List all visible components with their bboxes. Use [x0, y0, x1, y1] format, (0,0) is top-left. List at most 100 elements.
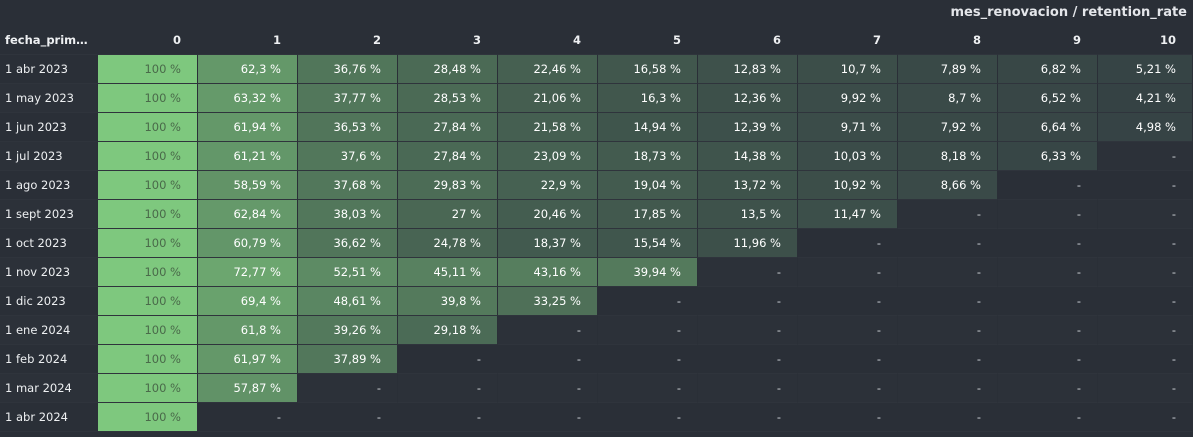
heatmap-cell[interactable]: - [998, 200, 1098, 229]
heatmap-cell[interactable]: 27,84 % [398, 113, 498, 142]
heatmap-cell[interactable]: 13,5 % [698, 200, 798, 229]
heatmap-cell[interactable]: 7,92 % [898, 113, 998, 142]
heatmap-cell[interactable]: - [898, 374, 998, 403]
heatmap-cell[interactable]: - [898, 345, 998, 374]
column-header-2[interactable]: 2 [298, 26, 398, 55]
heatmap-cell[interactable]: 7,89 % [898, 55, 998, 84]
heatmap-cell[interactable]: 28,48 % [398, 55, 498, 84]
heatmap-cell[interactable]: 100 % [98, 403, 198, 432]
heatmap-cell[interactable]: - [898, 287, 998, 316]
heatmap-cell[interactable]: 4,98 % [1098, 113, 1193, 142]
heatmap-cell[interactable]: 27 % [398, 200, 498, 229]
heatmap-cell[interactable]: 52,51 % [298, 258, 398, 287]
heatmap-cell[interactable]: - [798, 287, 898, 316]
heatmap-cell[interactable]: 43,16 % [498, 258, 598, 287]
heatmap-cell[interactable]: - [998, 287, 1098, 316]
heatmap-cell[interactable]: 100 % [98, 171, 198, 200]
heatmap-cell[interactable]: 15,54 % [598, 229, 698, 258]
heatmap-cell[interactable]: 22,9 % [498, 171, 598, 200]
row-header[interactable]: 1 may 2023 [0, 84, 98, 113]
heatmap-cell[interactable]: 36,76 % [298, 55, 398, 84]
heatmap-cell[interactable]: - [998, 345, 1098, 374]
heatmap-cell[interactable]: 6,64 % [998, 113, 1098, 142]
heatmap-cell[interactable]: 36,53 % [298, 113, 398, 142]
column-header-0[interactable]: 0 [98, 26, 198, 55]
heatmap-cell[interactable]: - [298, 403, 398, 432]
heatmap-cell[interactable]: - [1098, 200, 1193, 229]
heatmap-cell[interactable]: - [698, 316, 798, 345]
heatmap-cell[interactable]: 63,32 % [198, 84, 298, 113]
heatmap-cell[interactable]: 12,36 % [698, 84, 798, 113]
heatmap-cell[interactable]: 39,94 % [598, 258, 698, 287]
heatmap-cell[interactable]: - [698, 258, 798, 287]
heatmap-cell[interactable]: 72,77 % [198, 258, 298, 287]
heatmap-cell[interactable]: 21,06 % [498, 84, 598, 113]
heatmap-cell[interactable]: 10,7 % [798, 55, 898, 84]
heatmap-cell[interactable]: - [998, 374, 1098, 403]
heatmap-cell[interactable]: 37,77 % [298, 84, 398, 113]
heatmap-cell[interactable]: - [1098, 258, 1193, 287]
heatmap-cell[interactable]: 6,82 % [998, 55, 1098, 84]
column-header-9[interactable]: 9 [998, 26, 1098, 55]
heatmap-cell[interactable]: - [1098, 287, 1193, 316]
heatmap-cell[interactable]: 60,79 % [198, 229, 298, 258]
heatmap-cell[interactable]: 61,94 % [198, 113, 298, 142]
heatmap-cell[interactable]: - [498, 374, 598, 403]
heatmap-cell[interactable]: 33,25 % [498, 287, 598, 316]
column-header-10[interactable]: 10 [1098, 26, 1193, 55]
heatmap-cell[interactable]: 20,46 % [498, 200, 598, 229]
heatmap-cell[interactable]: 39,26 % [298, 316, 398, 345]
heatmap-cell[interactable]: - [1098, 142, 1193, 171]
heatmap-cell[interactable]: - [798, 258, 898, 287]
heatmap-cell[interactable]: 8,66 % [898, 171, 998, 200]
heatmap-cell[interactable]: 100 % [98, 374, 198, 403]
heatmap-cell[interactable]: - [798, 403, 898, 432]
heatmap-cell[interactable]: 28,53 % [398, 84, 498, 113]
row-header-label[interactable]: fecha_primer... [0, 26, 98, 55]
heatmap-cell[interactable]: 9,71 % [798, 113, 898, 142]
heatmap-cell[interactable]: 8,7 % [898, 84, 998, 113]
column-header-5[interactable]: 5 [598, 26, 698, 55]
heatmap-cell[interactable]: - [998, 229, 1098, 258]
heatmap-cell[interactable]: 4,21 % [1098, 84, 1193, 113]
column-header-7[interactable]: 7 [798, 26, 898, 55]
heatmap-cell[interactable]: - [1098, 345, 1193, 374]
heatmap-cell[interactable]: 16,3 % [598, 84, 698, 113]
heatmap-cell[interactable]: 39,8 % [398, 287, 498, 316]
heatmap-cell[interactable]: - [798, 229, 898, 258]
heatmap-cell[interactable]: - [1098, 171, 1193, 200]
heatmap-cell[interactable]: 18,73 % [598, 142, 698, 171]
heatmap-cell[interactable]: 29,18 % [398, 316, 498, 345]
column-header-8[interactable]: 8 [898, 26, 998, 55]
heatmap-cell[interactable]: 37,89 % [298, 345, 398, 374]
heatmap-cell[interactable]: - [698, 403, 798, 432]
heatmap-cell[interactable]: - [1098, 374, 1193, 403]
row-header[interactable]: 1 nov 2023 [0, 258, 98, 287]
heatmap-cell[interactable]: - [598, 374, 698, 403]
heatmap-cell[interactable]: 100 % [98, 258, 198, 287]
heatmap-cell[interactable]: 6,52 % [998, 84, 1098, 113]
column-header-1[interactable]: 1 [198, 26, 298, 55]
row-header[interactable]: 1 jun 2023 [0, 113, 98, 142]
column-header-4[interactable]: 4 [498, 26, 598, 55]
heatmap-cell[interactable]: 61,21 % [198, 142, 298, 171]
heatmap-cell[interactable]: - [1098, 316, 1193, 345]
heatmap-cell[interactable]: 18,37 % [498, 229, 598, 258]
heatmap-cell[interactable]: 17,85 % [598, 200, 698, 229]
heatmap-cell[interactable]: 14,94 % [598, 113, 698, 142]
heatmap-cell[interactable]: 5,21 % [1098, 55, 1193, 84]
heatmap-cell[interactable]: 27,84 % [398, 142, 498, 171]
heatmap-cell[interactable]: - [698, 374, 798, 403]
heatmap-cell[interactable]: - [598, 345, 698, 374]
row-header[interactable]: 1 ago 2023 [0, 171, 98, 200]
heatmap-cell[interactable]: 38,03 % [298, 200, 398, 229]
heatmap-cell[interactable]: 100 % [98, 345, 198, 374]
heatmap-cell[interactable]: 58,59 % [198, 171, 298, 200]
heatmap-cell[interactable]: 11,47 % [798, 200, 898, 229]
heatmap-cell[interactable]: 100 % [98, 142, 198, 171]
heatmap-cell[interactable]: - [798, 316, 898, 345]
heatmap-cell[interactable]: 11,96 % [698, 229, 798, 258]
heatmap-cell[interactable]: 10,92 % [798, 171, 898, 200]
heatmap-cell[interactable]: 100 % [98, 316, 198, 345]
heatmap-cell[interactable]: - [398, 345, 498, 374]
